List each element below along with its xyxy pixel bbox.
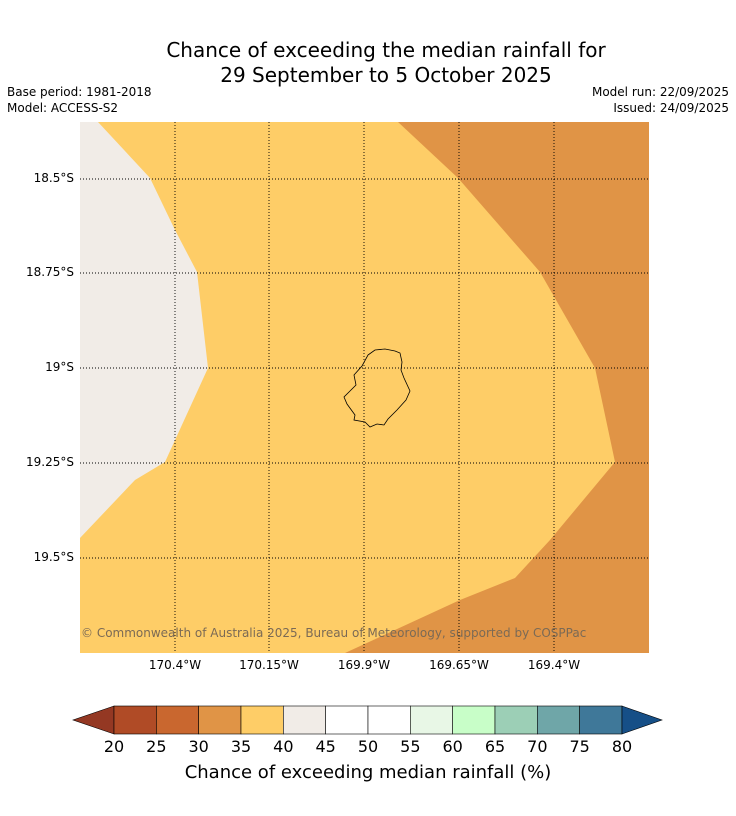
- title-line-2: 29 September to 5 October 2025: [220, 63, 552, 87]
- lat-label-18-5: 18.5°S: [33, 171, 74, 185]
- colorbar: [72, 705, 663, 735]
- lon-label-170-15: 170.15°W: [239, 658, 299, 672]
- colorbar-tick-label: 65: [484, 737, 506, 756]
- colorbar-under-arrow: [72, 705, 115, 735]
- copyright-text: © Commonwealth of Australia 2025, Bureau…: [81, 626, 586, 640]
- colorbar-tick-label: 30: [188, 737, 209, 756]
- title-line-1: Chance of exceeding the median rainfall …: [166, 38, 606, 62]
- meta-right: Model run: 22/09/2025 Issued: 24/09/2025: [592, 84, 729, 116]
- colorbar-segment: [113, 705, 157, 735]
- colorbar-tick-label: 35: [230, 737, 252, 756]
- colorbar-tick-label: 60: [442, 737, 463, 756]
- meta-left: Base period: 1981-2018 Model: ACCESS-S2: [7, 84, 152, 116]
- lon-label-170-4: 170.4°W: [148, 658, 202, 672]
- region-30-35-southeast: [345, 462, 649, 653]
- lat-label-19: 19°S: [45, 360, 74, 374]
- colorbar-segment: [494, 705, 538, 735]
- chart-title: Chance of exceeding the median rainfall …: [0, 38, 736, 88]
- region-30-35-northeast: [398, 122, 649, 462]
- lon-label-169-9: 169.9°W: [337, 658, 391, 672]
- lat-label-18-75: 18.75°S: [26, 265, 74, 279]
- map-area: © Commonwealth of Australia 2025, Bureau…: [80, 122, 649, 653]
- issued-date: Issued: 24/09/2025: [613, 101, 729, 115]
- colorbar-segment: [283, 705, 326, 735]
- base-period: Base period: 1981-2018: [7, 85, 152, 99]
- colorbar-segment: [240, 705, 284, 735]
- colorbar-segment: [367, 705, 411, 735]
- lat-label-19-5: 19.5°S: [33, 550, 74, 564]
- colorbar-segment: [452, 705, 496, 735]
- colorbar-tick-label: 55: [400, 737, 421, 756]
- colorbar-segment: [325, 705, 369, 735]
- lon-label-169-65: 169.65°W: [429, 658, 489, 672]
- colorbar-segment: [156, 705, 199, 735]
- lat-label-19-25: 19.25°S: [26, 455, 74, 469]
- colorbar-segment: [537, 705, 580, 735]
- colorbar-tick-label: 50: [357, 737, 379, 756]
- colorbar-segment: [579, 705, 623, 735]
- colorbar-tick-label: 40: [273, 737, 294, 756]
- graticule: [80, 122, 649, 653]
- island-niue-outline: [343, 348, 411, 428]
- colorbar-tick-label: 25: [146, 737, 167, 756]
- region-40-45: [80, 122, 208, 538]
- colorbar-segment: [410, 705, 453, 735]
- colorbar-tick-label: 45: [315, 737, 336, 756]
- colorbar-over-arrow: [621, 705, 663, 735]
- lon-label-169-4: 169.4°W: [527, 658, 581, 672]
- colorbar-segment: [198, 705, 242, 735]
- colorbar-tick-label: 20: [103, 737, 125, 756]
- colorbar-label: Chance of exceeding median rainfall (%): [184, 762, 552, 783]
- colorbar-tick-label: 80: [611, 737, 633, 756]
- colorbar-tick-label: 75: [569, 737, 590, 756]
- colorbar-tick-label: 70: [527, 737, 548, 756]
- model-name: Model: ACCESS-S2: [7, 101, 119, 115]
- model-run: Model run: 22/09/2025: [591, 85, 729, 99]
